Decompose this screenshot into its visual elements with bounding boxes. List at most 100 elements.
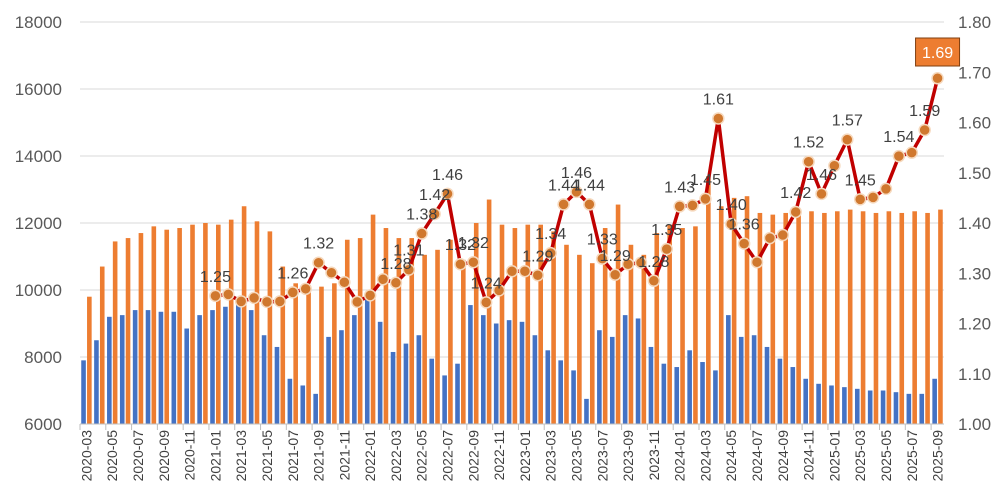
right-tick-label: 1.80 — [958, 13, 991, 32]
series-a-bar — [81, 360, 86, 424]
series-b-bar — [693, 226, 698, 424]
ratio-data-label: 1.25 — [200, 269, 231, 286]
series-b-bar — [241, 206, 247, 424]
ratio-data-label: 1.59 — [909, 103, 940, 120]
left-tick-label: 18000 — [15, 13, 62, 32]
ratio-marker — [853, 193, 867, 206]
ratio-marker — [892, 149, 906, 163]
series-a-bar — [893, 392, 899, 424]
series-a-bar — [713, 370, 718, 424]
x-tick-label: 2024-07 — [749, 430, 765, 482]
series-b-bar — [306, 284, 311, 424]
series-b-bar — [783, 212, 789, 424]
series-a-bar — [261, 335, 267, 424]
series-a-bar — [132, 310, 138, 424]
ratio-marker — [789, 205, 802, 219]
ratio-marker — [544, 246, 557, 260]
series-b-bar — [99, 266, 105, 424]
x-tick-label: 2021-01 — [207, 430, 223, 482]
x-tick-label: 2023-03 — [543, 430, 559, 482]
series-b-bar — [370, 214, 376, 424]
series-b-bar — [138, 233, 144, 424]
series-a-bar — [519, 321, 525, 424]
x-tick-label: 2022-01 — [362, 430, 378, 482]
series-b-bar — [718, 206, 724, 424]
series-b-bar — [925, 212, 930, 424]
series-a-bar — [94, 340, 99, 424]
ratio-data-label: 1.45 — [690, 172, 721, 189]
series-a-bar — [622, 315, 628, 424]
series-a-bar — [545, 350, 551, 424]
series-b-bar — [834, 211, 840, 424]
ratio-marker — [776, 228, 790, 242]
series-a-bar — [635, 318, 641, 424]
series-a-bar — [493, 323, 499, 424]
left-tick-label: 12000 — [15, 214, 62, 233]
ratio-marker — [596, 252, 609, 265]
series-a-bar — [455, 363, 460, 424]
ratio-marker — [209, 289, 222, 303]
series-b-bar — [886, 211, 892, 424]
ratio-data-label: 1.32 — [458, 235, 489, 252]
series-a-bar — [700, 362, 705, 424]
x-tick-label: 2022-09 — [465, 430, 481, 482]
series-b-bar — [448, 239, 453, 424]
series-a-bar — [339, 330, 344, 424]
series-b-bar — [203, 223, 208, 424]
series-b-bar — [899, 212, 905, 424]
ratio-marker — [441, 187, 454, 201]
right-tick-label: 1.10 — [958, 365, 991, 384]
ratio-marker — [402, 263, 416, 276]
ratio-marker — [454, 257, 467, 271]
series-b-bar — [680, 228, 685, 424]
series-a-bar — [751, 335, 757, 424]
x-tick-label: 2024-09 — [775, 430, 791, 482]
series-a-bar — [764, 346, 770, 424]
ratio-marker — [750, 255, 764, 269]
x-tick-label: 2024-01 — [672, 430, 688, 482]
series-b-bar — [216, 224, 221, 424]
series-b-bar — [809, 211, 814, 424]
ratio-data-label: 1.40 — [716, 197, 747, 214]
ratio-marker — [660, 242, 673, 256]
series-a-bar — [919, 393, 925, 424]
x-tick-label: 2025-03 — [852, 430, 868, 482]
ratio-marker — [325, 266, 338, 279]
right-tick-label: 1.40 — [958, 214, 991, 233]
highlight-label: 1.69 — [922, 45, 953, 62]
series-b-bar — [293, 283, 298, 424]
ratio-data-label: 1.44 — [574, 177, 605, 194]
ratio-marker — [905, 146, 919, 159]
ratio-marker — [763, 231, 777, 245]
series-b-bar — [667, 224, 672, 424]
series-b-bar — [473, 223, 479, 424]
ratio-marker — [351, 295, 364, 309]
series-b-bar — [822, 212, 827, 424]
x-tick-label: 2025-05 — [878, 430, 894, 482]
series-b-bar — [525, 224, 531, 424]
ratio-data-label: 1.28 — [638, 254, 669, 271]
ratio-data-label: 1.29 — [522, 248, 553, 265]
series-a-bar — [119, 315, 125, 424]
x-tick-label: 2024-05 — [723, 430, 739, 482]
left-tick-label: 6000 — [24, 415, 62, 434]
series-b-bar — [641, 254, 647, 424]
series-a-bar — [274, 346, 280, 424]
series-a-bar — [532, 335, 538, 424]
series-b-bar — [190, 224, 195, 424]
x-tick-label: 2021-03 — [233, 430, 249, 482]
ratio-data-label: 1.34 — [535, 226, 566, 243]
ratio-marker — [712, 112, 725, 125]
ratio-data-label: 1.36 — [729, 217, 760, 234]
ratio-data-label: 1.46 — [561, 165, 592, 182]
x-tick-label: 2023-05 — [568, 430, 584, 482]
ratio-marker — [376, 273, 390, 286]
series-b-bar — [422, 254, 427, 424]
x-tick-label: 2020-09 — [156, 430, 172, 482]
series-b-bar — [87, 296, 92, 424]
series-a-bar — [790, 367, 796, 424]
series-b-bar — [912, 211, 917, 424]
ratio-data-label: 1.54 — [883, 129, 914, 146]
x-tick-label: 2025-01 — [826, 430, 842, 482]
x-tick-label: 2024-11 — [801, 430, 817, 481]
